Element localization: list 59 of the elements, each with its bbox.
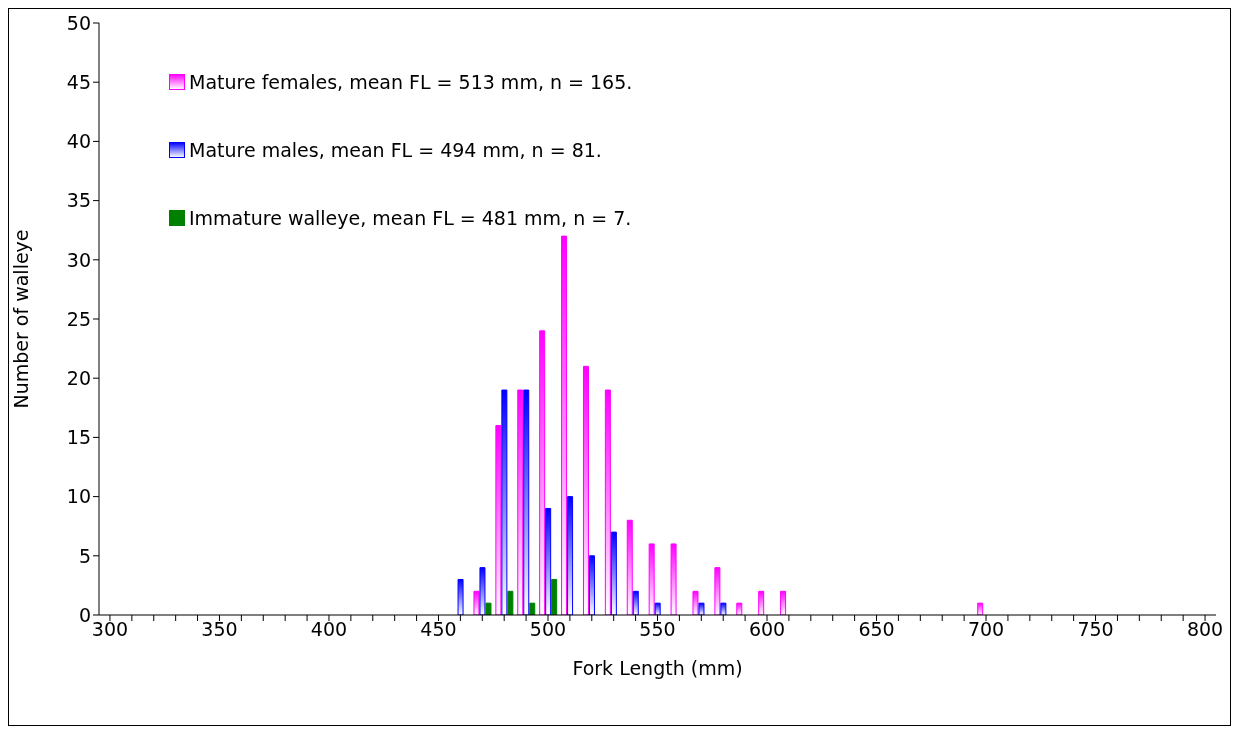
bar: [714, 567, 721, 615]
bar: [457, 578, 464, 615]
bar: [670, 543, 677, 615]
y-tick-label: 5: [78, 544, 91, 567]
x-tick-label: 400: [310, 618, 348, 641]
x-tick-label: 700: [967, 618, 1005, 641]
bar: [604, 389, 611, 615]
bar: [698, 602, 705, 615]
y-tick-label: 35: [66, 189, 91, 212]
bar: [561, 235, 568, 615]
y-tick-label: 15: [66, 426, 91, 449]
y-tick-label: 50: [66, 11, 91, 34]
bar: [977, 602, 984, 615]
bar: [648, 543, 655, 615]
bar: [473, 590, 480, 615]
x-tick-label: 300: [91, 618, 129, 641]
bar: [582, 365, 589, 615]
x-tick-label: 650: [858, 618, 895, 641]
bar: [539, 330, 546, 615]
bar: [720, 602, 727, 615]
bar: [479, 567, 486, 615]
legend-label: Immature walleye, mean FL = 481 mm, n = 7.: [189, 207, 632, 229]
bar: [758, 590, 765, 615]
bar: [507, 590, 514, 615]
bar: [567, 496, 574, 615]
x-tick-label: 600: [748, 618, 786, 641]
y-tick-label: 0: [78, 603, 91, 626]
x-tick-label: 550: [639, 618, 676, 641]
bar: [495, 425, 502, 615]
bar: [692, 590, 699, 615]
bar: [626, 519, 633, 615]
x-tick-label: 800: [1186, 618, 1224, 641]
y-tick-label: 30: [66, 248, 91, 271]
bar: [501, 389, 508, 615]
bar: [545, 507, 552, 615]
bar: [632, 590, 639, 615]
y-tick-label: 10: [66, 485, 91, 508]
bar: [780, 590, 787, 615]
y-axis-title: Number of walleye: [9, 229, 32, 409]
y-tick-label: 45: [66, 70, 91, 93]
bar: [610, 531, 617, 615]
bar: [485, 602, 492, 615]
bar: [529, 602, 536, 615]
bar: [736, 602, 743, 615]
y-tick-label: 25: [66, 307, 91, 330]
legend-label: Mature females, mean FL = 513 mm, n = 165.: [189, 71, 633, 93]
bar: [517, 389, 524, 615]
x-tick-label: 350: [201, 618, 238, 641]
y-tick-label: 40: [66, 130, 91, 153]
x-tick-label: 500: [529, 618, 567, 641]
bar: [551, 578, 558, 615]
bar: [523, 389, 530, 615]
x-axis-title: Fork Length (mm): [572, 657, 743, 679]
bar: [654, 602, 661, 615]
x-tick-label: 750: [1077, 618, 1114, 641]
y-tick-label: 20: [66, 366, 91, 389]
legend-label: Mature males, mean FL = 494 mm, n = 81.: [189, 139, 602, 161]
bar: [588, 555, 595, 615]
x-tick-label: 450: [420, 618, 457, 641]
